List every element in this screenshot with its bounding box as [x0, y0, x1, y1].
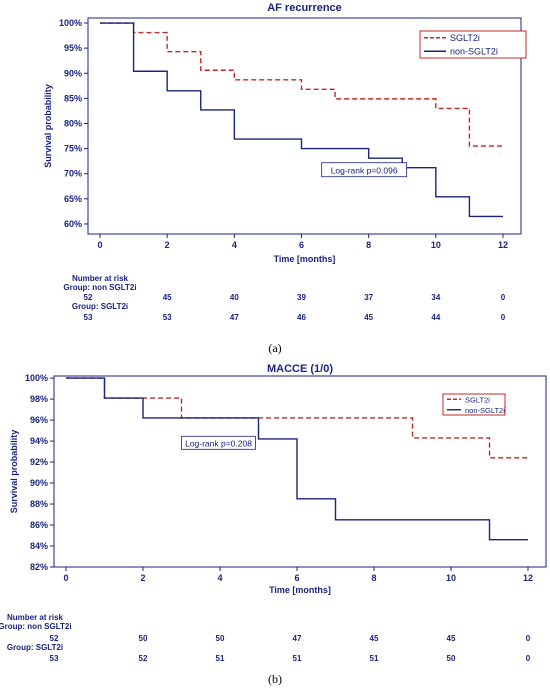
y-tick-label: 90%	[30, 478, 48, 488]
y-tick-label: 94%	[30, 436, 48, 446]
x-tick-label: 4	[232, 240, 237, 250]
risk-value: 0	[501, 293, 506, 302]
x-tick-label: 10	[446, 573, 456, 583]
risk-value: 51	[370, 654, 379, 663]
y-tick-label: 90%	[64, 68, 82, 78]
y-axis-label: Survival probability	[9, 430, 19, 514]
risk-group-label: Group: non SGLT2i	[0, 622, 72, 631]
x-axis-label: Time [months]	[269, 585, 331, 595]
chart-title: MACCE (1/0)	[267, 363, 333, 375]
risk-value: 0	[501, 313, 506, 322]
plot-frame	[87, 17, 522, 235]
risk-value: 46	[297, 313, 306, 322]
x-tick-label: 2	[140, 573, 145, 583]
risk-value: 40	[230, 293, 239, 302]
x-tick-label: 8	[371, 573, 376, 583]
risk-value: 34	[431, 293, 440, 302]
x-tick-label: 10	[431, 240, 441, 250]
legend-label-sglt2i: SGLT2i	[450, 33, 480, 43]
risk-value: 45	[370, 634, 379, 643]
risk-value: 53	[84, 313, 93, 322]
x-tick-label: 2	[165, 240, 170, 250]
logrank-box	[321, 162, 408, 178]
logrank-box	[181, 435, 256, 450]
risk-value: 47	[230, 313, 239, 322]
x-tick-label: 6	[294, 573, 299, 583]
y-tick-label: 100%	[25, 373, 48, 383]
y-tick-label: 60%	[64, 219, 82, 229]
series-line-non-sglt2i	[66, 377, 528, 541]
series-line-non-sglt2i	[100, 22, 503, 218]
y-axis-label: Survival probability	[43, 84, 53, 168]
y-tick-label: 86%	[30, 520, 48, 530]
risk-group-label: Group: SGLT2i	[7, 643, 63, 652]
risk-value: 50	[216, 634, 225, 643]
legend-box	[419, 30, 527, 59]
risk-value: 50	[139, 634, 148, 643]
risk-value: 47	[293, 634, 302, 643]
logrank-annotation: Log-rank p=0.096	[331, 166, 398, 176]
y-tick-label: 85%	[64, 93, 82, 103]
risk-value: 53	[163, 313, 172, 322]
y-tick-label: 70%	[64, 169, 82, 179]
x-tick-label: 0	[97, 240, 102, 250]
risk-value: 50	[447, 654, 456, 663]
y-tick-label: 95%	[64, 43, 82, 53]
risk-value: 52	[139, 654, 148, 663]
risk-group-label: Group: non SGLT2i	[63, 283, 136, 292]
risk-value: 52	[84, 293, 93, 302]
chart-macce: MACCE (1/0) 100% 98% 96% 94% 92% 90% 88% 86% 84% 8…	[0, 363, 547, 686]
risk-value: 0	[526, 654, 531, 663]
risk-value: 52	[50, 634, 59, 643]
risk-value: 45	[364, 313, 373, 322]
legend-label-sglt2i: SGLT2i	[465, 395, 490, 404]
risk-value: 51	[216, 654, 225, 663]
y-tick-label: 82%	[30, 562, 48, 572]
x-tick-label: 12	[523, 573, 533, 583]
legend-label-non-sglt2i: non-SGLT2i	[465, 406, 505, 415]
risk-value: 37	[364, 293, 373, 302]
y-tick-label: 100%	[59, 18, 82, 28]
y-tick-label: 92%	[30, 457, 48, 467]
chart-title: AF recurrence	[267, 2, 342, 14]
x-tick-label: 4	[217, 573, 222, 583]
y-tick-label: 96%	[30, 415, 48, 425]
panel-label: (a)	[268, 341, 281, 355]
risk-group-label: Group: SGLT2i	[72, 302, 128, 311]
risk-value: 51	[293, 654, 302, 663]
logrank-annotation: Log-rank p=0.208	[185, 438, 252, 448]
risk-value: 44	[431, 313, 440, 322]
series-line-sglt2i	[100, 22, 503, 147]
risk-value: 45	[163, 293, 172, 302]
risk-table-header: Number at risk	[72, 274, 129, 283]
x-tick-label: 6	[299, 240, 304, 250]
x-tick-label: 12	[498, 240, 508, 250]
chart-af-recurrence: AF recurrence100%95%90%85%80%75%70%65%60…	[43, 2, 527, 355]
risk-value: 53	[50, 654, 59, 663]
panel-label: (b)	[268, 672, 282, 686]
x-tick-label: 0	[63, 573, 68, 583]
x-axis-label: Time [months]	[274, 254, 336, 264]
y-tick-label: 65%	[64, 194, 82, 204]
y-tick-label: 98%	[30, 394, 48, 404]
y-tick-label: 88%	[30, 499, 48, 509]
plot-frame	[53, 375, 547, 568]
risk-value: 0	[526, 634, 531, 643]
y-tick-label: 75%	[64, 144, 82, 154]
legend-label-non-sglt2i: non-SGLT2i	[450, 46, 498, 56]
risk-table-header: Number at risk	[7, 613, 64, 622]
x-tick-label: 8	[366, 240, 371, 250]
y-tick-label: 84%	[30, 541, 48, 551]
risk-value: 45	[447, 634, 456, 643]
risk-value: 39	[297, 293, 306, 302]
y-tick-label: 80%	[64, 118, 82, 128]
